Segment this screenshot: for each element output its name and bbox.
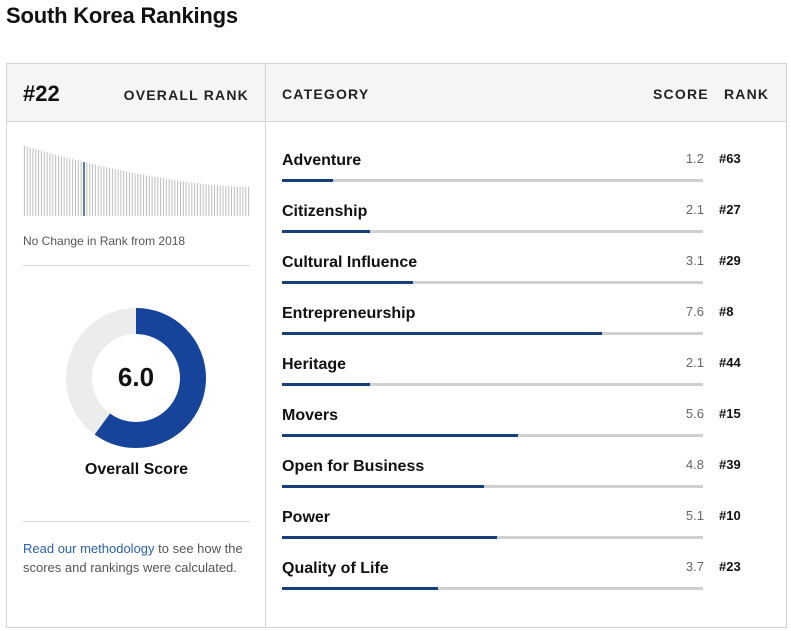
- category-row: Open for Business 4.8 #39: [266, 449, 786, 500]
- rank-sparkline: [23, 146, 250, 216]
- category-score: 5.6: [685, 406, 704, 421]
- category-rank: #10: [719, 508, 741, 523]
- score-header-label: SCORE: [653, 86, 709, 102]
- category-name: Open for Business: [282, 458, 425, 475]
- category-panel: CATEGORY SCORE RANK Adventure 1.2 #63 Citiz…: [266, 64, 786, 627]
- category-row: Cultural Influence 3.1 #29: [266, 245, 786, 296]
- category-row: Heritage 2.1 #44: [266, 347, 786, 398]
- score-bar-track: [282, 587, 703, 590]
- overall-header: #22 OVERALL RANK: [7, 64, 265, 122]
- category-name: Power: [282, 509, 331, 526]
- category-name: Citizenship: [282, 203, 368, 220]
- category-score: 3.1: [685, 253, 704, 268]
- score-bar-track: [282, 536, 703, 539]
- category-score: 3.7: [685, 559, 704, 574]
- category-rank: #15: [719, 406, 741, 421]
- category-score: 5.1: [685, 508, 704, 523]
- category-row: Power 5.1 #10: [266, 500, 786, 551]
- score-bar-track: [282, 179, 703, 182]
- score-bar-track: [282, 383, 703, 386]
- overall-score-label: Overall Score: [84, 461, 189, 478]
- category-name: Quality of Life: [282, 560, 389, 577]
- category-rank: #27: [719, 202, 741, 217]
- methodology-text: to see how the scores and rankings were …: [23, 541, 243, 575]
- score-bar-fill: [282, 179, 333, 182]
- methodology-note: Read our methodology to see how the scor…: [23, 539, 253, 577]
- score-bar-track: [282, 332, 703, 335]
- category-header-label: CATEGORY: [282, 86, 370, 102]
- category-row: Citizenship 2.1 #27: [266, 194, 786, 245]
- score-bar-fill: [282, 434, 518, 437]
- category-row: Adventure 1.2 #63: [266, 143, 786, 194]
- category-rank: #44: [719, 355, 741, 370]
- score-bar-track: [282, 281, 703, 284]
- divider: [23, 521, 250, 522]
- overall-score-value: 6.0: [117, 362, 155, 392]
- category-row: Quality of Life 3.7 #23: [266, 551, 786, 602]
- category-name: Adventure: [282, 152, 362, 169]
- category-header: CATEGORY SCORE RANK: [266, 64, 786, 122]
- score-bar-fill: [282, 332, 602, 335]
- donut-arc: [66, 308, 206, 448]
- category-rank: #63: [719, 151, 741, 166]
- score-bar-fill: [282, 587, 438, 590]
- score-bar-fill: [282, 536, 497, 539]
- category-score: 2.1: [685, 202, 704, 217]
- score-bar-fill: [282, 281, 413, 284]
- divider: [23, 265, 250, 266]
- category-name: Heritage: [282, 356, 347, 373]
- overall-rank-label: OVERALL RANK: [123, 87, 249, 103]
- category-name: Movers: [282, 407, 339, 424]
- category-row: Entrepreneurship 7.6 #8: [266, 296, 786, 347]
- score-bar-fill: [282, 383, 371, 386]
- category-score: 2.1: [685, 355, 704, 370]
- overall-panel: #22 OVERALL RANK No Change in Rank from …: [7, 64, 266, 627]
- score-bar-fill: [282, 485, 485, 488]
- rankings-card: #22 OVERALL RANK No Change in Rank from …: [6, 63, 787, 628]
- category-rank: #8: [719, 304, 734, 319]
- category-row: Movers 5.6 #15: [266, 398, 786, 449]
- category-name: Cultural Influence: [282, 254, 418, 271]
- category-score: 4.8: [685, 457, 704, 472]
- overall-score-donut: [66, 308, 206, 448]
- score-bar-fill: [282, 230, 371, 233]
- methodology-link[interactable]: Read our methodology: [23, 541, 155, 556]
- category-rank: #23: [719, 559, 741, 574]
- category-score: 7.6: [685, 304, 704, 319]
- overall-rank-value: #22: [23, 81, 60, 106]
- rank-header-label: RANK: [724, 86, 770, 102]
- score-bar-track: [282, 230, 703, 233]
- category-score: 1.2: [685, 151, 704, 166]
- category-name: Entrepreneurship: [282, 305, 416, 322]
- rank-change-text: No Change in Rank from 2018: [23, 234, 186, 248]
- page-title: South Korea Rankings: [6, 3, 238, 28]
- score-bar-track: [282, 434, 703, 437]
- score-bar-track: [282, 485, 703, 488]
- category-rank: #29: [719, 253, 741, 268]
- category-rank: #39: [719, 457, 741, 472]
